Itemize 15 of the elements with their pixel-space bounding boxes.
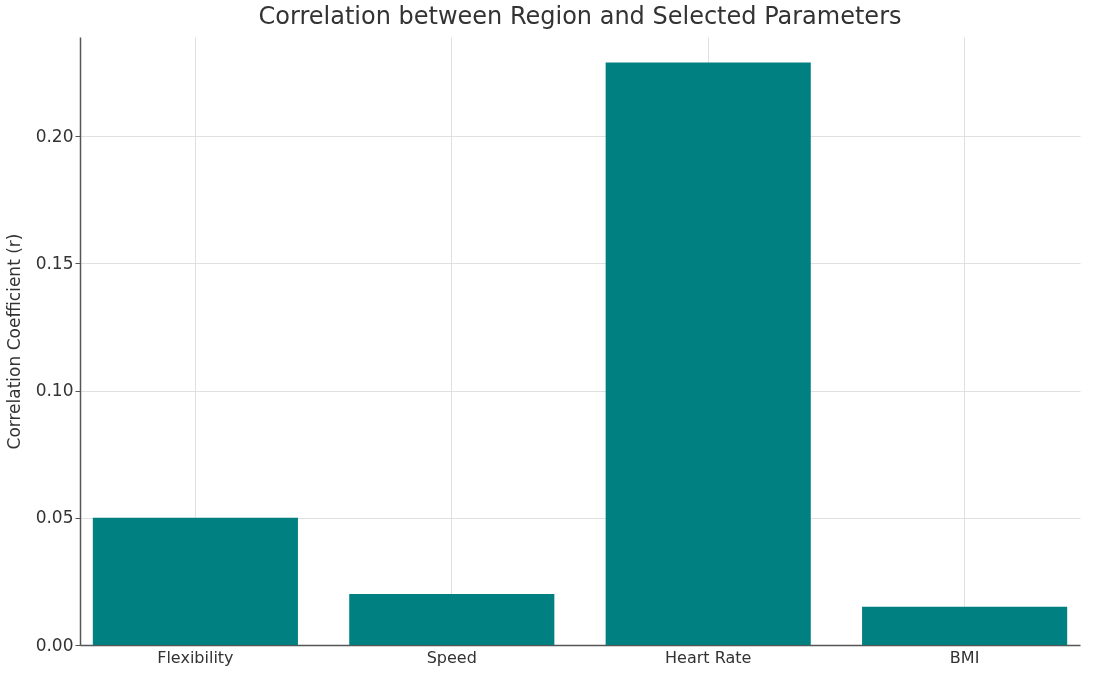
bar — [92, 517, 298, 645]
bar — [605, 62, 811, 645]
y-tick-label: 0.15 — [35, 252, 74, 273]
bar — [349, 594, 555, 645]
x-tick-label: Speed — [426, 647, 477, 667]
x-tick-label: BMI — [949, 647, 980, 667]
y-tick-label: 0.05 — [35, 507, 74, 528]
bar — [862, 606, 1068, 645]
x-tick-label: Flexibility — [157, 647, 234, 667]
y-tick-label: 0.20 — [35, 125, 74, 146]
y-tick-label: 0.10 — [35, 380, 74, 401]
chart-title: Correlation between Region and Selected Parameters — [258, 2, 902, 30]
y-axis-title: Correlation Coefficient (r) — [3, 233, 24, 450]
x-tick-label: Heart Rate — [665, 647, 752, 667]
y-tick-label: 0.00 — [35, 634, 74, 655]
